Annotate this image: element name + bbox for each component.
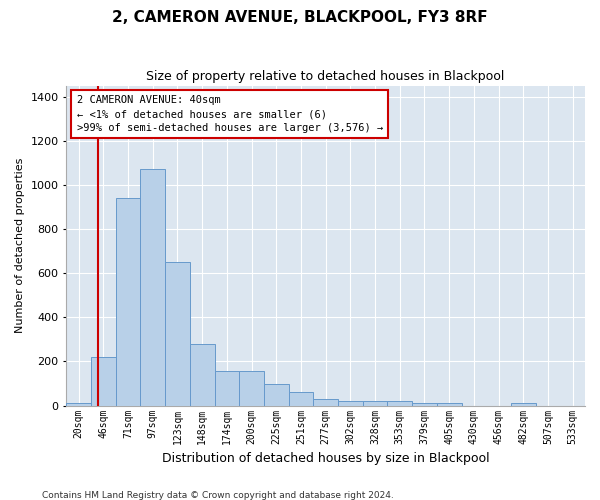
Bar: [165, 262, 190, 406]
Bar: [190, 344, 215, 406]
Bar: [116, 198, 140, 406]
Bar: [313, 399, 338, 406]
Bar: [215, 372, 239, 406]
Bar: [338, 401, 363, 406]
Bar: [91, 357, 116, 406]
Title: Size of property relative to detached houses in Blackpool: Size of property relative to detached ho…: [146, 70, 505, 83]
Bar: [511, 404, 536, 406]
Bar: [437, 404, 461, 406]
Bar: [264, 384, 289, 406]
Y-axis label: Number of detached properties: Number of detached properties: [15, 158, 25, 334]
Bar: [140, 170, 165, 406]
Text: 2, CAMERON AVENUE, BLACKPOOL, FY3 8RF: 2, CAMERON AVENUE, BLACKPOOL, FY3 8RF: [112, 10, 488, 25]
Bar: [412, 404, 437, 406]
X-axis label: Distribution of detached houses by size in Blackpool: Distribution of detached houses by size …: [162, 452, 490, 465]
Bar: [67, 404, 91, 406]
Bar: [363, 401, 388, 406]
Text: 2 CAMERON AVENUE: 40sqm
← <1% of detached houses are smaller (6)
>99% of semi-de: 2 CAMERON AVENUE: 40sqm ← <1% of detache…: [77, 95, 383, 133]
Text: Contains HM Land Registry data © Crown copyright and database right 2024.: Contains HM Land Registry data © Crown c…: [42, 490, 394, 500]
Bar: [239, 372, 264, 406]
Bar: [289, 392, 313, 406]
Bar: [388, 401, 412, 406]
